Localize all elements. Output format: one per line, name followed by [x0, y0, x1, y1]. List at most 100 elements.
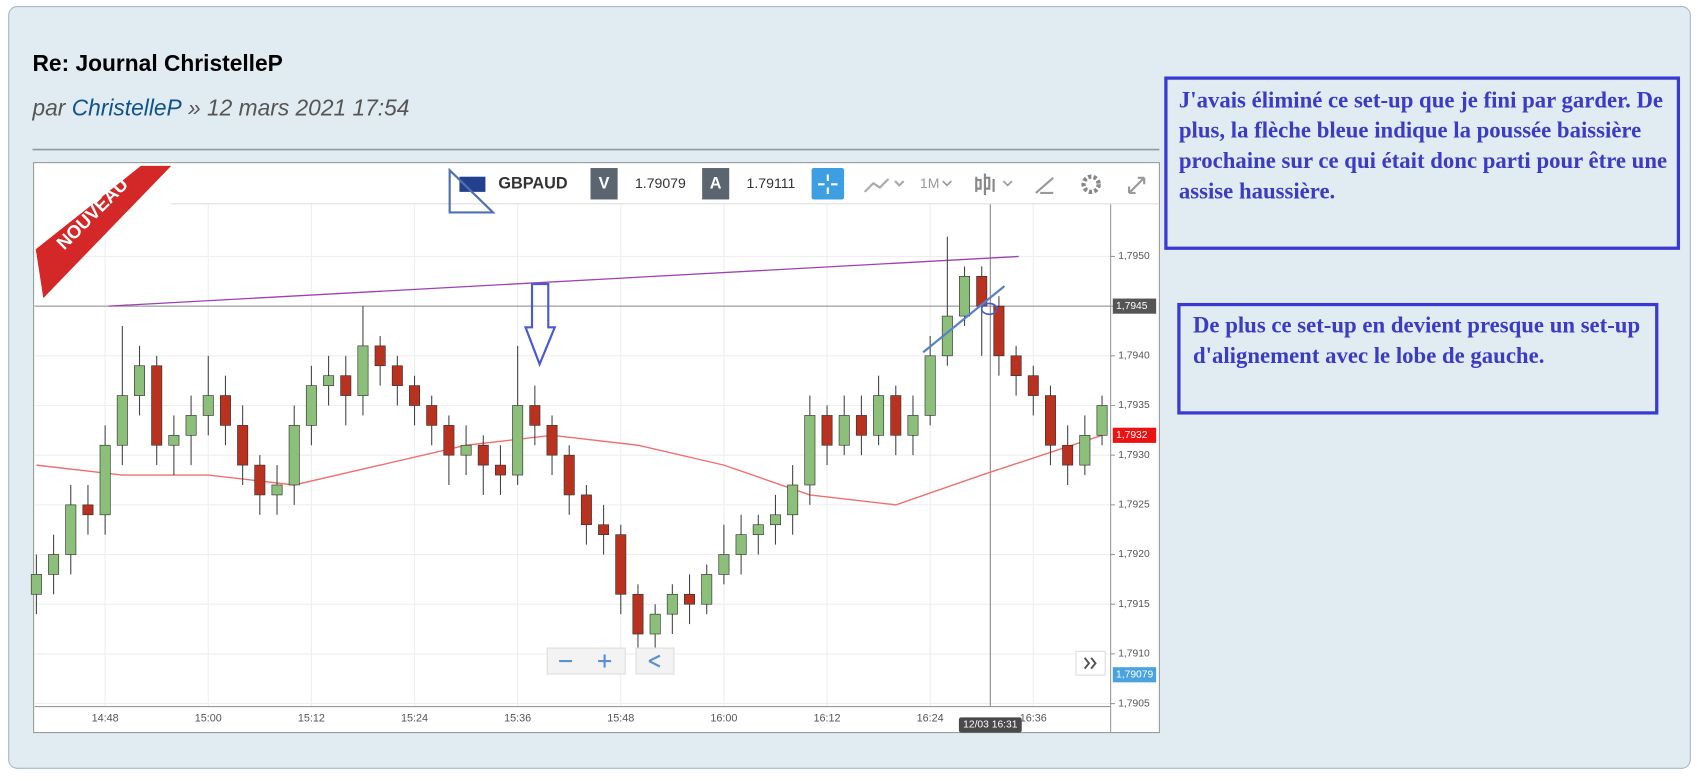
symbol[interactable]: GBPAUD: [498, 175, 567, 193]
candle-body: [391, 365, 403, 386]
note-2: De plus ce set-up en devient presque un …: [1192, 312, 1641, 369]
candle-body: [873, 395, 885, 436]
candle-body: [684, 593, 696, 605]
candle-body: [838, 415, 850, 446]
share-icon: [648, 654, 661, 668]
note-1-container: J'avais éliminé ce set-up que je fini pa…: [1179, 87, 1667, 204]
candle-body: [494, 464, 506, 476]
candle-body: [151, 365, 163, 446]
share-button[interactable]: [635, 647, 675, 675]
candle-body: [821, 415, 833, 446]
x-tick-label: 16:36: [1020, 712, 1047, 724]
candle-body: [735, 534, 747, 555]
candle-body: [959, 276, 971, 317]
circle-annotation: [980, 302, 998, 316]
candle-body: [512, 405, 524, 476]
candle-body: [924, 355, 936, 416]
x-tick-label: 15:24: [401, 712, 428, 724]
candle-body: [890, 395, 902, 436]
y-tick-label: 1,7930: [1118, 450, 1150, 461]
crosshair-button[interactable]: [811, 168, 845, 200]
ask-label: A: [710, 175, 722, 193]
post-title: Re: Journal ChristelleP: [33, 50, 283, 76]
candle-body: [168, 434, 180, 446]
author-link[interactable]: ChristelleP: [72, 95, 183, 121]
candle-body: [752, 524, 764, 535]
candle-body: [1010, 355, 1022, 377]
crosshair-tag: [958, 717, 1022, 733]
candle-body: [563, 454, 575, 496]
candle-body: [374, 345, 386, 367]
candle-body: [598, 524, 610, 535]
ask-price: 1.79111: [747, 175, 796, 191]
price-tag: [1112, 667, 1157, 683]
candle-body: [254, 464, 266, 496]
x-tick-label: 15:48: [607, 712, 634, 724]
scroll-button[interactable]: [1075, 650, 1106, 676]
candle-body: [323, 375, 335, 386]
x-tick-label: 15:00: [195, 712, 222, 724]
candle-body: [1044, 395, 1056, 446]
note-2-container: De plus ce set-up en devient presque un …: [1192, 312, 1641, 369]
period[interactable]: 1M: [920, 175, 940, 191]
y-tick-label: 1,7950: [1118, 251, 1150, 262]
price-tag-label: 1,7932: [1116, 430, 1148, 441]
x-tick-label: 15:12: [298, 712, 325, 724]
triangle-annotation: [448, 167, 496, 214]
ask-button[interactable]: [702, 168, 730, 200]
y-tick-label: 1,7905: [1118, 698, 1150, 709]
candle-body: [116, 395, 128, 446]
y-tick-label: 1,7915: [1118, 599, 1150, 610]
x-tick-label: 15:36: [504, 712, 531, 724]
x-tick-label: 14:48: [92, 712, 119, 724]
candle-body: [357, 345, 369, 396]
flag-icon: [459, 176, 486, 192]
candle-body: [546, 425, 558, 456]
candle-body: [288, 425, 300, 486]
zoom-icons[interactable]: [559, 654, 612, 668]
bid-label: V: [599, 175, 610, 193]
settings-icon[interactable]: [1081, 174, 1101, 195]
trend-stroke-annotation: [922, 285, 1006, 354]
candle-body: [460, 444, 472, 456]
chart-type-icon[interactable]: [975, 173, 995, 196]
x-tick-label: 16:24: [917, 712, 944, 724]
crosshair-tag-label: 12/03 16:31: [963, 720, 1018, 731]
badge-ribbon: [35, 165, 172, 299]
candle-body: [477, 444, 489, 466]
note-box: [1177, 302, 1659, 415]
scroll-icon: [1083, 657, 1097, 670]
candle-body: [993, 305, 1005, 357]
x-tick-label: 16:12: [813, 712, 840, 724]
candle-body: [1096, 405, 1108, 436]
y-tick-label: 1,7940: [1118, 351, 1150, 362]
candle-body: [305, 385, 317, 426]
draw-icon[interactable]: [1035, 176, 1054, 195]
expand-icon[interactable]: [1127, 176, 1146, 195]
candle-body: [426, 405, 438, 426]
candle-body: [202, 395, 214, 416]
candle-body: [529, 405, 541, 426]
zoom-buttons: [546, 647, 626, 675]
price-tag: [1112, 298, 1157, 314]
down-arrow-annotation: [523, 282, 557, 368]
candle-body: [787, 484, 799, 516]
chart-frame: [33, 162, 1160, 734]
price-tag-label: 1,79079: [1116, 669, 1153, 680]
post-date: » 12 mars 2021 17:54: [188, 95, 409, 121]
indicator-icon[interactable]: [863, 178, 905, 193]
byline: par ChristelleP » 12 mars 2021 17:54: [32, 95, 410, 121]
byline-prefix: par: [32, 95, 67, 121]
candle-body: [1079, 434, 1091, 466]
candle-body: [443, 425, 455, 456]
candle-body: [907, 415, 919, 436]
candle-body: [134, 365, 146, 396]
candle-body: [99, 444, 111, 516]
y-tick-label: 1,7925: [1118, 500, 1150, 511]
candle-body: [185, 415, 197, 436]
bid-button[interactable]: [590, 168, 618, 200]
candle-body: [718, 554, 730, 575]
candle-body: [82, 504, 94, 516]
candle-body: [65, 504, 77, 555]
